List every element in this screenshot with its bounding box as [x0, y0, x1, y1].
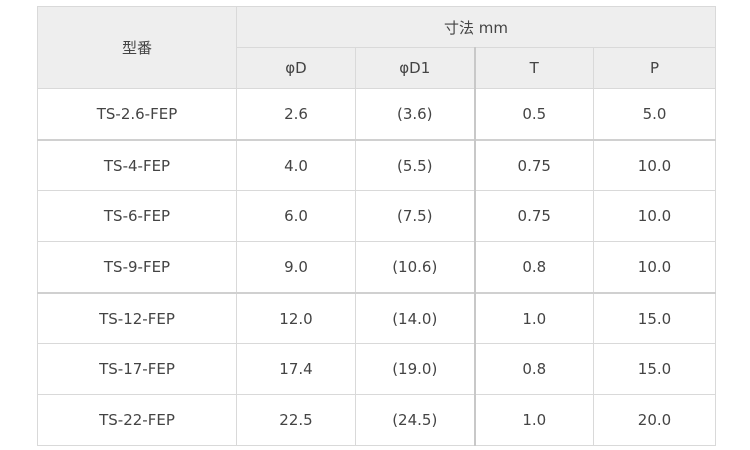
phiD-cell: 2.6	[236, 87, 356, 141]
table-row: TS-12-FEP 12.0 (14.0) 1.0 15.0	[37, 291, 716, 345]
phiD1-cell: (5.5)	[355, 138, 476, 192]
T-cell: 0.5	[474, 87, 594, 141]
phiD-header: φD	[236, 47, 356, 89]
table-row: TS-17-FEP 17.4 (19.0) 0.8 15.0	[37, 343, 716, 396]
T-cell: 1.0	[474, 291, 594, 345]
table-row: TS-4-FEP 4.0 (5.5) 0.75 10.0	[37, 138, 716, 192]
phiD-cell: 22.5	[236, 394, 356, 446]
model-cell: TS-9-FEP	[37, 241, 237, 294]
table-row: TS-22-FEP 22.5 (24.5) 1.0 20.0	[37, 394, 716, 446]
model-cell: TS-17-FEP	[37, 343, 237, 396]
model-cell: TS-2.6-FEP	[37, 87, 237, 141]
P-header: P	[593, 47, 716, 89]
T-header: T	[474, 47, 594, 89]
dimension-group-header: 寸法 mm	[236, 6, 716, 48]
phiD1-header: φD1	[355, 47, 476, 89]
model-cell: TS-12-FEP	[37, 291, 237, 345]
model-cell: TS-6-FEP	[37, 190, 237, 243]
table-row: TS-6-FEP 6.0 (7.5) 0.75 10.0	[37, 190, 716, 243]
P-cell: 10.0	[593, 190, 716, 243]
spec-table: 型番 寸法 mm φD φD1 T P TS-2.6-FEP 2.6 (3.6)…	[37, 6, 716, 446]
model-cell: TS-4-FEP	[37, 138, 237, 192]
phiD1-cell: (3.6)	[355, 87, 476, 141]
T-cell: 0.8	[474, 343, 594, 396]
P-cell: 15.0	[593, 291, 716, 345]
table-subheader-row: φD φD1 T P	[38, 47, 716, 89]
table-header-row: 型番 寸法 mm	[37, 6, 716, 89]
spec-table-container: 型番 寸法 mm φD φD1 T P TS-2.6-FEP 2.6 (3.6)…	[37, 6, 716, 446]
table-row: TS-9-FEP 9.0 (10.6) 0.8 10.0	[37, 241, 716, 294]
phiD1-cell: (7.5)	[355, 190, 476, 243]
model-cell: TS-22-FEP	[37, 394, 237, 446]
phiD1-cell: (19.0)	[355, 343, 476, 396]
T-cell: 0.75	[474, 138, 594, 192]
P-cell: 20.0	[593, 394, 716, 446]
phiD1-cell: (24.5)	[355, 394, 476, 446]
P-cell: 10.0	[593, 241, 716, 294]
T-cell: 0.8	[474, 241, 594, 294]
T-cell: 1.0	[474, 394, 594, 446]
phiD1-cell: (10.6)	[355, 241, 476, 294]
P-cell: 15.0	[593, 343, 716, 396]
phiD-cell: 9.0	[236, 241, 356, 294]
phiD-cell: 4.0	[236, 138, 356, 192]
T-cell: 0.75	[474, 190, 594, 243]
phiD1-cell: (14.0)	[355, 291, 476, 345]
P-cell: 5.0	[593, 87, 716, 141]
phiD-cell: 6.0	[236, 190, 356, 243]
model-header: 型番	[37, 6, 237, 89]
phiD-cell: 12.0	[236, 291, 356, 345]
table-row: TS-2.6-FEP 2.6 (3.6) 0.5 5.0	[37, 87, 716, 141]
phiD-cell: 17.4	[236, 343, 356, 396]
P-cell: 10.0	[593, 138, 716, 192]
